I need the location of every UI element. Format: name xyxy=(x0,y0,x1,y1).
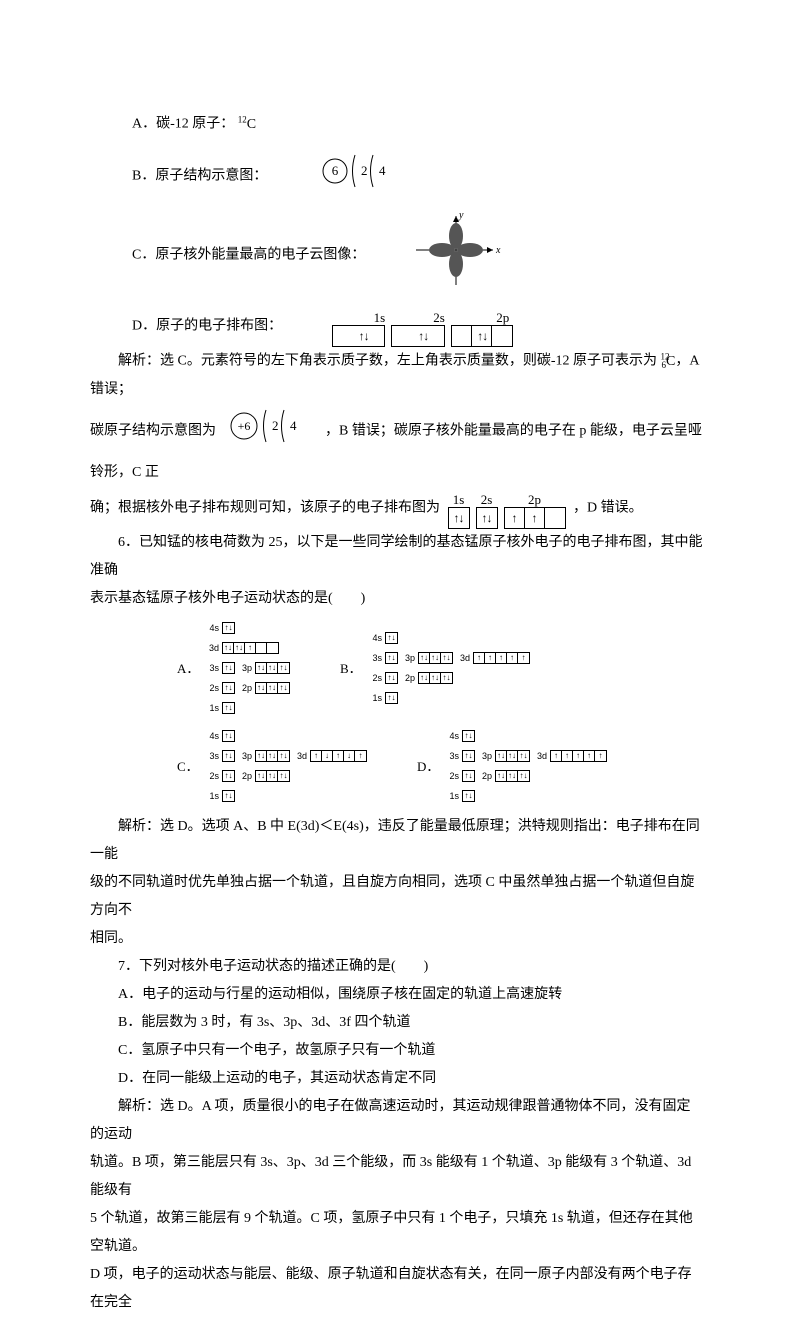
analysis-line-1: 解析：选 C。元素符号的左下角表示质子数，左上角表示质量数，则碳-12 原子可表… xyxy=(90,347,704,404)
q6-analysis-3: 相同。 xyxy=(90,925,704,953)
q7-d: D．在同一能级上运动的电子，其运动状态肯定不同 xyxy=(90,1065,704,1093)
option-c-text: C．原子核外能量最高的电子云图像： xyxy=(132,247,365,262)
isotope-symbol: 12C xyxy=(238,117,256,132)
q6-options-diagram: A．4s↑↓3d↑↓↑↓↑3s↑↓3p↑↓↑↓↑↓2s↑↓2p↑↓↑↓↑↓1s↑… xyxy=(90,619,704,807)
opt-b-label: B． xyxy=(340,656,358,682)
atom-structure-diagram: 6 2 4 xyxy=(277,149,399,204)
q7-analysis-2: 轨道。B 项，第三能层只有 3s、3p、3d 三个能级，而 3s 能级有 1 个… xyxy=(90,1149,704,1205)
svg-text:6: 6 xyxy=(332,163,339,178)
option-c: C．原子核外能量最高的电子云图像： x y xyxy=(90,210,704,301)
q7-c: C．氢原子中只有一个电子，故氢原子只有一个轨道 xyxy=(90,1037,704,1065)
q7-text: 7．下列对核外电子运动状态的描述正确的是( ) xyxy=(90,953,704,981)
q6-analysis-1: 解析：选 D。选项 A、B 中 E(3d)＜E(4s)，违反了能量最低原理；洪特… xyxy=(90,813,704,869)
electron-config-diagram: 1s↑↓2s↑↓2p↑↓ xyxy=(290,305,513,347)
isotope-c12: 126C xyxy=(661,354,676,369)
svg-text:x: x xyxy=(495,245,501,256)
q7-analysis-1: 解析：选 D。A 项，质量很小的电子在做高速运动时，其运动规律跟普通物体不同，没… xyxy=(90,1093,704,1149)
opt-a-label: A． xyxy=(177,656,195,682)
electron-config-diagram-2: 1s↑↓2s↑↓2p↑↑ xyxy=(448,487,566,529)
option-d-text: D．原子的电子排布图： xyxy=(132,318,282,333)
svg-text:4: 4 xyxy=(290,418,297,433)
option-d: D．原子的电子排布图： 1s↑↓2s↑↓2p↑↓ xyxy=(90,305,704,347)
analysis-line-2: 碳原子结构示意图为 +6 2 4 ，B 错误；碳原子核外能量最高的电子在 p 能… xyxy=(90,404,704,487)
option-a: A．碳-12 原子： 12C xyxy=(90,110,704,139)
option-b-text: B．原子结构示意图： xyxy=(132,168,267,183)
opt-d-label: D． xyxy=(417,754,435,780)
q7-analysis-3: 5 个轨道，故第三能层有 9 个轨道。C 项，氢原子中只有 1 个电子，只填充 … xyxy=(90,1205,704,1261)
svg-text:y: y xyxy=(458,210,464,221)
q6-text-1: 6．已知锰的核电荷数为 25，以下是一些同学绘制的基态锰原子核外电子的电子排布图… xyxy=(90,529,704,585)
q7-analysis-4: D 项，电子的运动状态与能层、能级、原子轨道和自旋状态有关，在同一原子内部没有两… xyxy=(90,1261,704,1317)
atom-structure-diagram-2: +6 2 4 xyxy=(226,404,316,459)
q7-a: A．电子的运动与行星的运动相似，围绕原子核在固定的轨道上高速旋转 xyxy=(90,981,704,1009)
option-b: B．原子结构示意图： 6 2 4 xyxy=(90,149,704,204)
opt-c-label: C． xyxy=(177,754,195,780)
q6-analysis-2: 级的不同轨道时优先单独占据一个轨道，且自旋方向相同，选项 C 中虽然单独占据一个… xyxy=(90,869,704,925)
option-a-text: A．碳-12 原子： xyxy=(132,117,234,132)
svg-text:+6: +6 xyxy=(237,419,250,433)
q6-text-2: 表示基态锰原子核外电子运动状态的是( ) xyxy=(90,585,704,613)
svg-text:2: 2 xyxy=(361,163,368,178)
svg-text:4: 4 xyxy=(379,163,386,178)
q7-b: B．能层数为 3 时，有 3s、3p、3d、3f 四个轨道 xyxy=(90,1009,704,1037)
svg-text:2: 2 xyxy=(272,418,279,433)
analysis-line-3: 确；根据核外电子排布规则可知，该原子的电子排布图为 1s↑↓2s↑↓2p↑↑ ，… xyxy=(90,487,704,529)
electron-cloud-diagram: x y xyxy=(369,210,501,301)
